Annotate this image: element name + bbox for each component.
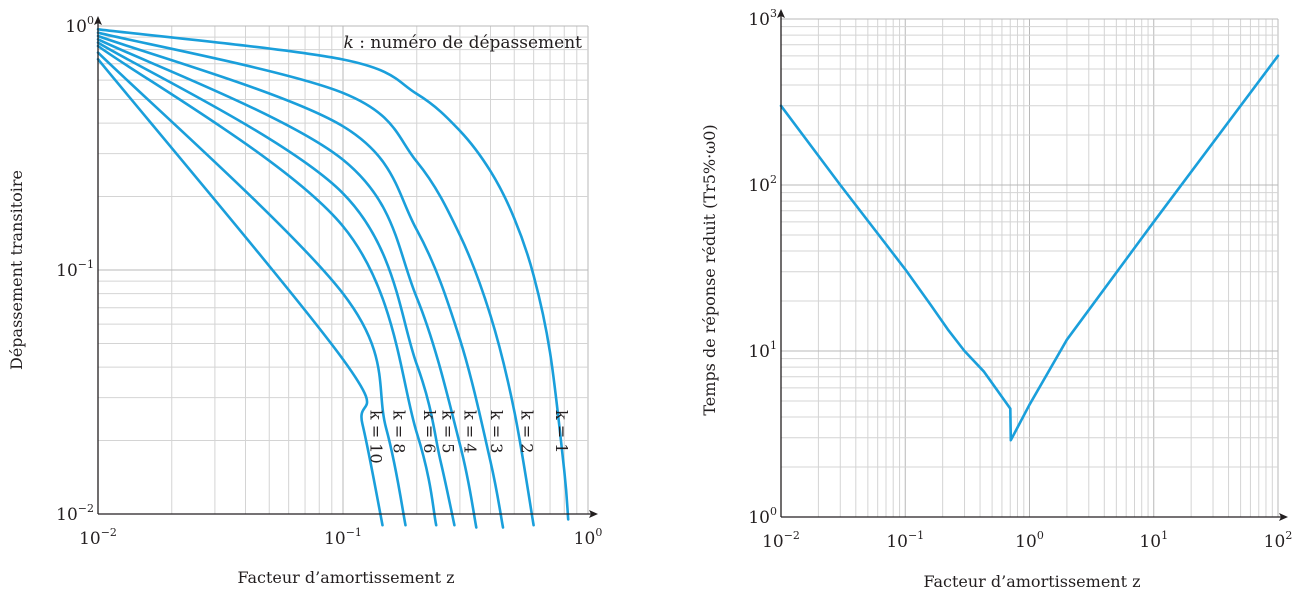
x-tick-label: 100 [1015, 529, 1044, 552]
overshoot-axes [94, 16, 598, 518]
overshoot-curve-k5 [96, 41, 456, 527]
x-tick-label: 10−1 [324, 526, 362, 549]
k-label: k = 3 [487, 410, 506, 453]
x-axis-arrow [1279, 513, 1288, 521]
x-tick-label: 10−1 [886, 529, 924, 552]
overshoot-curves [96, 28, 570, 529]
k-label: k = 5 [438, 410, 457, 453]
y-tick-label: 101 [748, 339, 777, 362]
overshoot-curve-k3 [96, 34, 505, 529]
overshoot-curve-k10 [96, 57, 384, 527]
overshoot-x-tick-labels: 10−2 10−1 100 [79, 526, 602, 549]
x-tick-label: 10−2 [762, 529, 800, 552]
y-tick-label: 10−2 [56, 502, 94, 525]
overshoot-annotation: k : numéro de dépassement [344, 33, 583, 53]
overshoot-curve-k8 [96, 51, 407, 527]
y-tick-label: 103 [748, 7, 777, 30]
response-time-x-axis-label: Facteur d’amortissement z [923, 572, 1140, 590]
y-axis-arrow [94, 16, 102, 25]
x-axis-arrow [589, 510, 598, 518]
response-time-y-axis-label: Temps de réponse réduit (Tr5%·ω0) [700, 124, 719, 415]
y-tick-label: 102 [748, 173, 777, 196]
k-label: k = 6 [420, 410, 439, 453]
k-label: k = 1 [552, 410, 571, 453]
x-tick-label: 100 [574, 526, 603, 549]
overshoot-y-axis-label: Dépassement transitoire [7, 170, 26, 370]
k-label: k = 8 [390, 410, 409, 453]
y-tick-label: 10−1 [56, 258, 94, 281]
response-time-curve [779, 54, 1280, 442]
overshoot-x-axis-label: Facteur d’amortissement z [237, 568, 454, 587]
y-axis-arrow [777, 9, 785, 18]
x-tick-label: 101 [1139, 529, 1168, 552]
y-tick-label: 100 [748, 505, 777, 528]
overshoot-curve-k4 [96, 38, 478, 529]
overshoot-grid [97, 25, 589, 515]
x-tick-label: 102 [1264, 529, 1293, 552]
response-time-axes [777, 9, 1288, 521]
overshoot-curve-k6 [96, 44, 438, 527]
response-time-y-tick-labels: 100 101 102 103 [748, 7, 777, 528]
k-label: k = 2 [518, 410, 537, 453]
overshoot-curve-k2 [96, 31, 535, 527]
y-tick-label: 100 [65, 14, 94, 37]
overshoot-k-labels: k = 1 k = 2 k = 3 k = 4k = 5k = 6 k = 8k = 1… [367, 410, 572, 464]
k-label: k = 4 [460, 410, 479, 453]
x-tick-label: 10−2 [79, 526, 117, 549]
overshoot-y-tick-labels: 10−2 10−1 100 [56, 14, 94, 525]
k-label: k = 10 [367, 410, 386, 464]
response-time-curves [779, 54, 1280, 442]
overshoot-curve-k1 [96, 28, 570, 521]
response-time-grid [780, 18, 1279, 518]
response-time-x-tick-labels: 10−2 10−1 100 101 102 [762, 529, 1292, 552]
